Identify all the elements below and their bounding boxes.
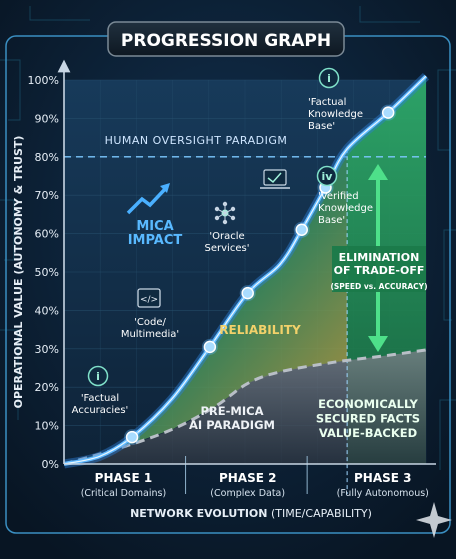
phase-desc: (Complex Data) xyxy=(210,488,285,499)
y-tick-label: 60% xyxy=(35,228,59,241)
data-point xyxy=(203,340,217,354)
x-axis-label: NETWORK EVOLUTION (TIME/CAPABILITY) xyxy=(130,507,372,520)
mica-impact-label: IMPACT xyxy=(128,233,183,248)
phase-desc: (Fully Autonomous) xyxy=(337,488,429,499)
phase-name: PHASE 3 xyxy=(354,471,412,485)
annotation-text: Services' xyxy=(205,243,250,254)
pre-mica-label: PRE-MICA xyxy=(201,404,264,418)
reliability-region xyxy=(64,149,348,464)
network-icon xyxy=(214,201,236,225)
y-tick-label: 100% xyxy=(28,74,59,87)
annotation-text: 'Code/ xyxy=(134,317,166,328)
svg-text:i: i xyxy=(327,72,331,85)
chart-title: PROGRESSION GRAPH xyxy=(121,31,331,51)
tradeoff-double-arrow xyxy=(332,164,426,352)
series-line-pre-mica xyxy=(63,348,427,466)
roman-iv-icon: iv xyxy=(316,165,338,187)
code-icon: </> xyxy=(137,288,161,308)
economic-region-label: VALUE-BACKED xyxy=(319,426,417,440)
y-tick-label: 20% xyxy=(35,381,59,394)
verify-icon xyxy=(260,169,290,189)
annotation-text: Base' xyxy=(308,121,335,132)
annotation-text: 'Factual xyxy=(81,393,119,404)
data-point xyxy=(241,286,254,300)
annotation-text: Accuracies' xyxy=(72,405,129,416)
reliability-label: RELIABILITY xyxy=(219,323,301,337)
pre-mica-label: AI PARADIGM xyxy=(189,418,275,432)
info-icon: i xyxy=(318,67,340,89)
data-point xyxy=(295,223,308,237)
y-tick-label: 90% xyxy=(35,112,59,125)
info-icon: i xyxy=(87,365,109,387)
phase-name: PHASE 2 xyxy=(219,471,277,485)
annotation-text: 'Oracle xyxy=(209,231,244,242)
data-point xyxy=(381,106,395,119)
annotation-text: Knowledge xyxy=(308,109,363,120)
pre-mica-region xyxy=(64,350,426,464)
annotation-text: Knowledge xyxy=(318,203,373,214)
callout-title: ELIMINATION xyxy=(339,251,420,264)
y-tick-label: 10% xyxy=(35,420,59,433)
svg-text:iv: iv xyxy=(322,170,334,183)
annotation-text: 'Factual xyxy=(308,97,346,108)
data-point xyxy=(125,430,139,444)
svg-text:i: i xyxy=(96,370,100,383)
annotation-text: Multimedia' xyxy=(121,329,179,340)
callout-subtitle: (SPEED vs. ACCURACY) xyxy=(330,282,427,291)
x-axis-label-sub: (TIME/CAPABILITY) xyxy=(267,507,371,520)
y-tick-label: 80% xyxy=(35,151,59,164)
y-tick-label: 40% xyxy=(35,304,59,317)
y-axis-label: OPERATIONAL VALUE (AUTONOMY & TRUST) xyxy=(12,136,25,409)
callout-title: OF TRADE-OFF xyxy=(334,264,425,277)
y-tick-label: 0% xyxy=(42,458,59,471)
y-tick-label: 70% xyxy=(35,189,59,202)
mica-impact-label: MICA xyxy=(136,219,173,234)
svg-text:</>: </> xyxy=(140,295,158,305)
threshold-label: HUMAN OVERSIGHT PARADIGM xyxy=(105,134,288,147)
trend-up-icon xyxy=(126,183,170,215)
sparkle-icon xyxy=(416,502,452,538)
annotation-text: 'Verified xyxy=(318,191,359,202)
annotation-text: Base' xyxy=(318,215,345,226)
phase-name: PHASE 1 xyxy=(95,471,153,485)
y-tick-label: 30% xyxy=(35,343,59,356)
y-tick-label: 50% xyxy=(35,266,59,279)
title-box: PROGRESSION GRAPH xyxy=(107,21,345,57)
x-axis-label-main: NETWORK EVOLUTION xyxy=(130,507,267,520)
economic-region-label: ECONOMICALLY xyxy=(318,397,418,411)
economic-region-label: SECURED FACTS xyxy=(316,412,420,426)
phase-desc: (Critical Domains) xyxy=(81,488,166,499)
